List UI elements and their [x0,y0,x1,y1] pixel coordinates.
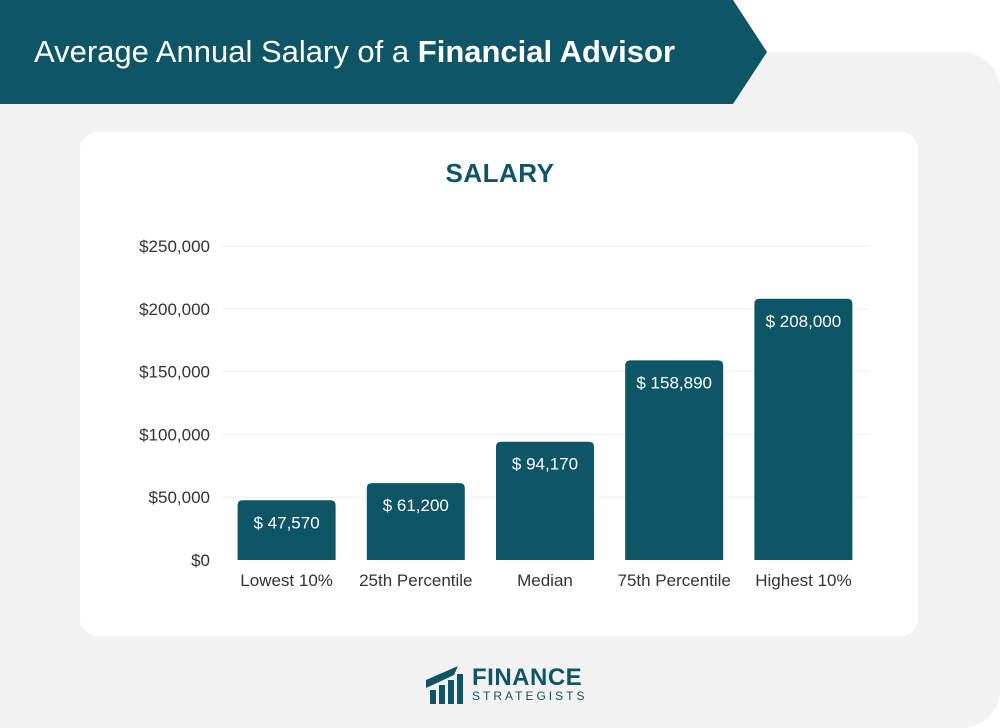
x-tick-label: 25th Percentile [359,571,472,590]
y-tick-label: $200,000 [139,300,210,319]
bar [366,483,465,560]
page-title: Average Annual Salary of a Financial Adv… [34,30,675,74]
banner-shape [0,0,767,104]
finance-strategists-logo: FINANCE STRATEGISTS [424,662,584,706]
title-banner: Average Annual Salary of a Financial Adv… [0,0,770,104]
bar [237,500,336,560]
bar-data-label: $ 158,890 [636,373,712,392]
x-tick-label: Highest 10% [755,571,851,590]
finance-strategists-logo-icon [426,666,463,704]
data-labels: $ 47,570 $ 61,200 $ 94,170 $ 158,890 $ 208,0… [254,312,842,533]
bar-data-label: $ 94,170 [512,455,578,474]
bar [496,441,594,560]
page-title-bold: Financial Advisor [417,34,676,69]
chart-title: SALARY [445,158,555,188]
bar-data-label: $ 208,000 [766,312,842,331]
y-axis-tick-labels: $0 $50,000 $100,000 $150,000 $200,000 $250,00… [139,237,210,570]
bar-data-label: $ 47,570 [254,513,320,532]
bars [237,298,853,560]
y-tick-label: $0 [191,551,210,570]
y-tick-label: $100,000 [139,425,210,444]
page-title-regular: Average Annual Salary of a [34,34,410,69]
bar [625,360,724,560]
y-tick-label: $250,000 [139,237,210,256]
bar [754,298,853,560]
bar-data-label: $ 61,200 [383,496,449,515]
y-tick-label: $150,000 [139,363,210,382]
x-tick-label: Lowest 10% [240,571,333,590]
x-tick-label: 75th Percentile [617,571,730,590]
x-tick-label: Median [517,571,573,590]
y-tick-label: $50,000 [149,488,210,507]
logo-tagline: STRATEGISTS [472,689,588,703]
x-axis-tick-labels: Lowest 10% 25th Percentile Median 75th Perc… [240,571,851,590]
logo-name: FINANCE [472,664,583,691]
